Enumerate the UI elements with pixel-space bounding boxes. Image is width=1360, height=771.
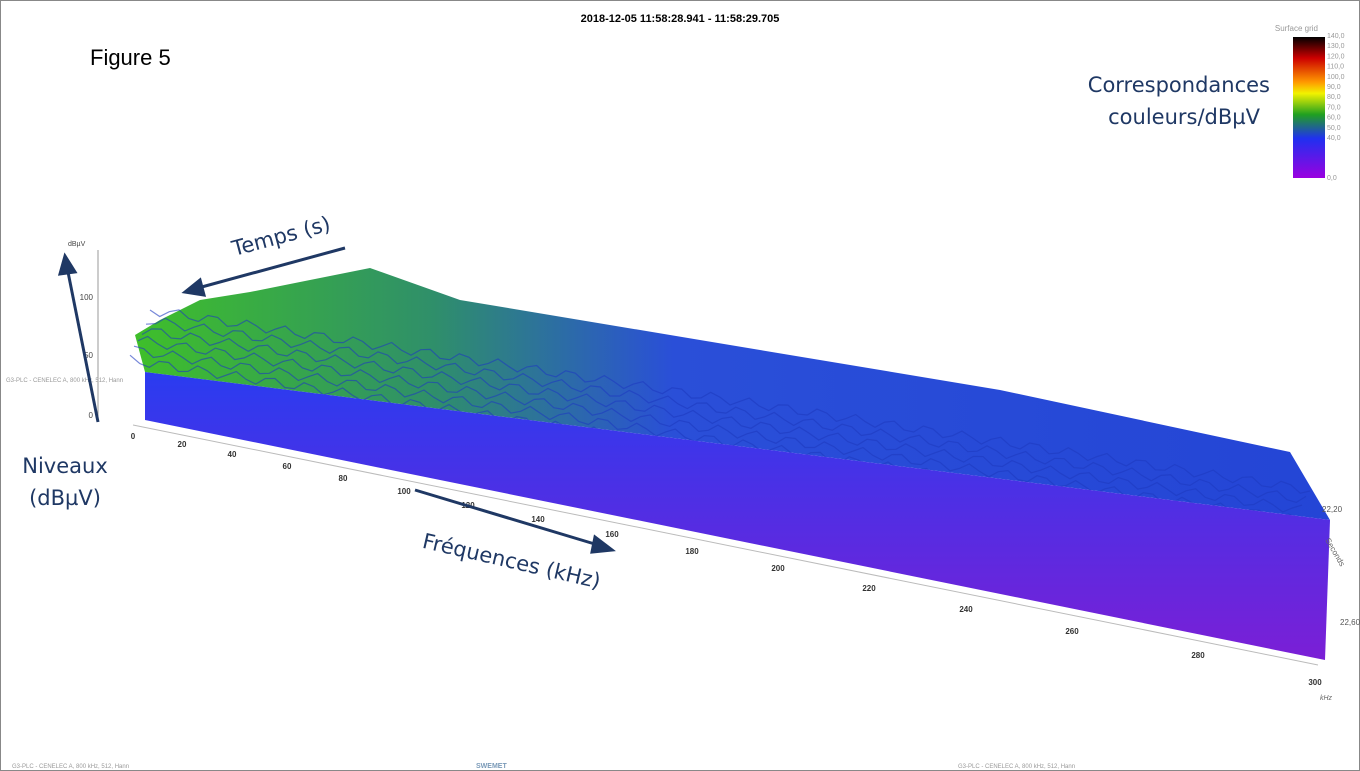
surface-front bbox=[145, 372, 1330, 660]
arrow-head bbox=[57, 252, 78, 276]
frequency-tick: 200 bbox=[771, 564, 785, 573]
arrow bbox=[197, 246, 346, 290]
scale-label: 60,0 bbox=[1327, 115, 1341, 122]
scale-labels: 140,0 130,0 120,0 110,0 100,0 90,0 80,0 70,0 60,… bbox=[1327, 33, 1345, 182]
footer-left: G3-PLC - CENELEC A, 800 kHz, 512, Hann bbox=[12, 764, 129, 770]
frequency-tick: 60 bbox=[283, 462, 292, 471]
levels-annotation: Niveaux bbox=[22, 454, 108, 478]
scale-label: 50,0 bbox=[1327, 125, 1341, 132]
frequency-tick: 260 bbox=[1065, 627, 1079, 636]
scale-label: 40,0 bbox=[1327, 135, 1341, 142]
frequency-tick: 160 bbox=[605, 530, 619, 539]
levels-annotation: (dBµV) bbox=[29, 486, 101, 510]
surface-texture bbox=[129, 309, 1311, 546]
footer-center: SWEMET bbox=[476, 763, 507, 770]
frequency-tick: 240 bbox=[959, 605, 973, 614]
frequency-tick: 140 bbox=[531, 515, 545, 524]
footer-right: G3-PLC - CENELEC A, 800 kHz, 512, Hann bbox=[958, 764, 1075, 770]
scale-label: 140,0 bbox=[1327, 33, 1345, 40]
frequency-tick: 180 bbox=[685, 547, 699, 556]
level-ticks: 0 50 100 bbox=[80, 293, 94, 420]
level-tick: 50 bbox=[84, 351, 93, 360]
side-label: G3-PLC - CENELEC A, 800 kHz, 512, Hann bbox=[6, 378, 123, 384]
time-tick: 22,60 bbox=[1340, 618, 1360, 627]
time-annotation: Temps (s) bbox=[228, 212, 333, 262]
legend-note: couleurs/dBµV bbox=[1108, 105, 1261, 129]
scale-label: 80,0 bbox=[1327, 94, 1341, 101]
level-tick: 0 bbox=[89, 411, 94, 420]
level-tick: 100 bbox=[80, 293, 94, 302]
arrow bbox=[414, 488, 599, 547]
legend-note: Correspondances bbox=[1088, 73, 1270, 97]
scale-label: 100,0 bbox=[1327, 74, 1345, 81]
arrow-head bbox=[181, 277, 207, 297]
frequency-tick: 280 bbox=[1191, 651, 1205, 660]
frequency-tick: 80 bbox=[339, 474, 348, 483]
scale-label: 130,0 bbox=[1327, 43, 1345, 50]
scale-label: 110,0 bbox=[1327, 64, 1344, 71]
level-unit: dBµV bbox=[68, 241, 86, 248]
scale-label: 120,0 bbox=[1327, 53, 1345, 60]
frequency-unit: kHz bbox=[1320, 695, 1333, 702]
scale-label: 0,0 bbox=[1327, 175, 1337, 182]
frequency-tick: 100 bbox=[397, 487, 411, 496]
color-scale bbox=[1293, 37, 1325, 178]
arrow bbox=[66, 271, 100, 423]
frequency-tick: 300 bbox=[1308, 678, 1322, 687]
figure-label: Figure 5 bbox=[90, 45, 171, 70]
frequency-tick: 20 bbox=[178, 440, 187, 449]
scale-label: 90,0 bbox=[1327, 84, 1341, 91]
scale-title: Surface grid bbox=[1275, 24, 1318, 33]
scale-label: 70,0 bbox=[1327, 104, 1341, 111]
frequency-tick: 0 bbox=[131, 432, 136, 441]
arrow-head bbox=[590, 534, 616, 554]
axis-base bbox=[132, 424, 1319, 666]
timestamp: 2018-12-05 11:58:28.941 - 11:58:29.705 bbox=[581, 13, 780, 25]
frequency-tick: 220 bbox=[862, 584, 876, 593]
time-tick: 22,20 bbox=[1322, 505, 1343, 514]
frequency-tick: 40 bbox=[228, 450, 237, 459]
